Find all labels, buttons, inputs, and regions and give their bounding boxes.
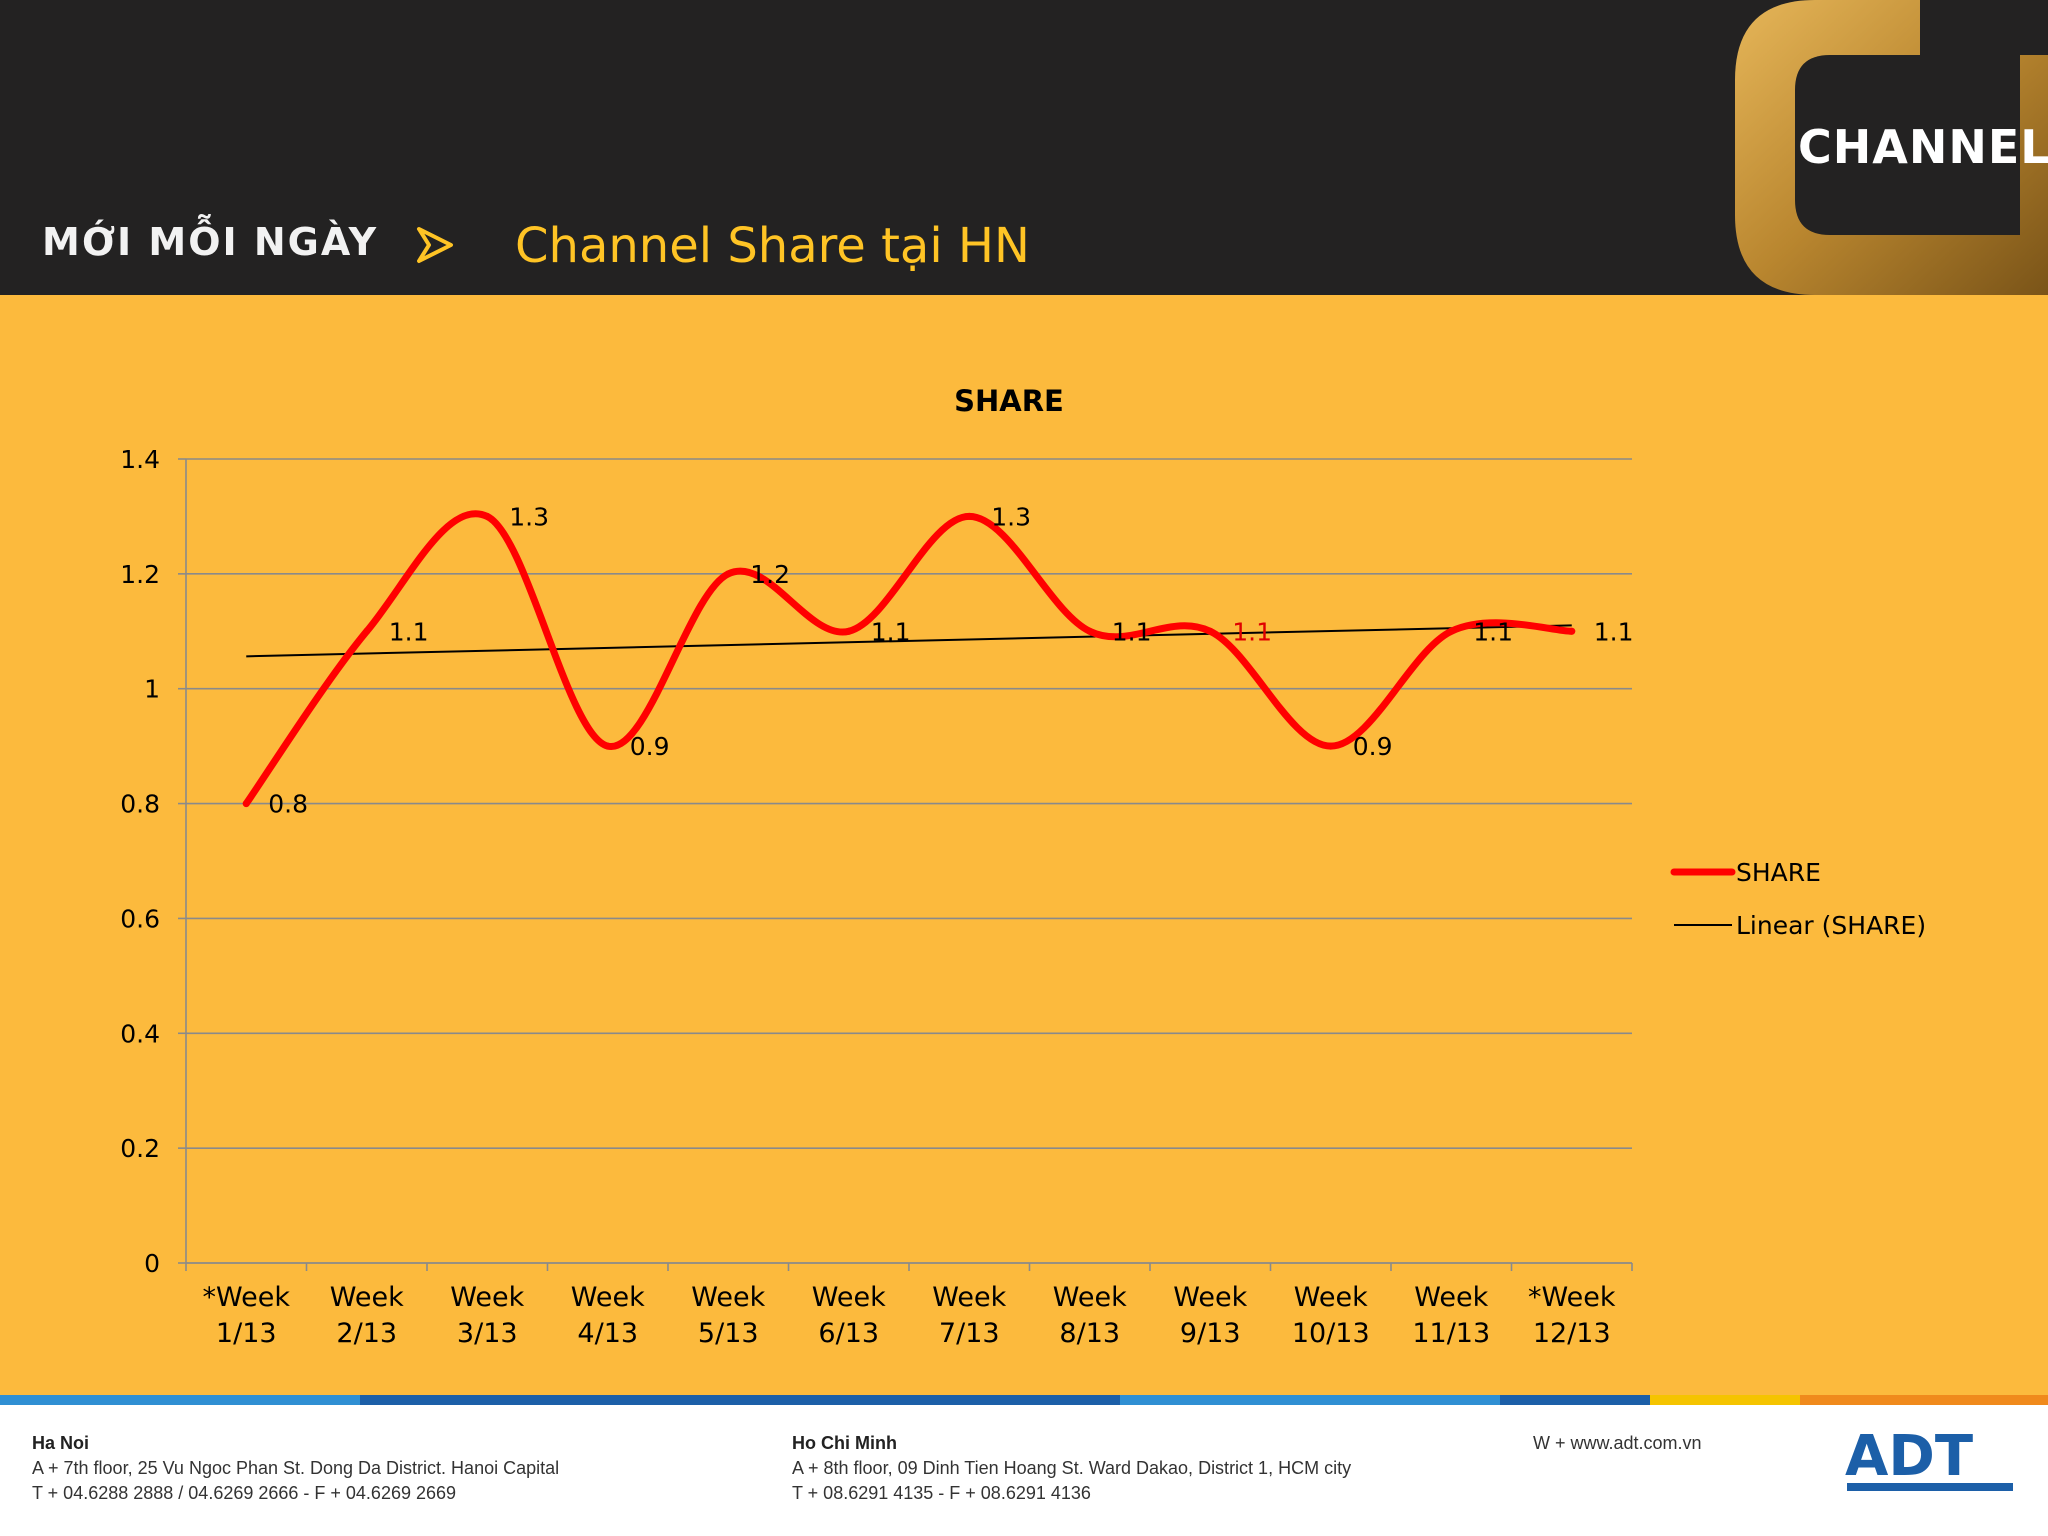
footer-color-stripe: [0, 1395, 2048, 1405]
arrow-bullet-icon: [417, 227, 453, 263]
y-tick-label: 0.8: [120, 790, 160, 819]
data-label: 0.8: [268, 790, 308, 819]
x-tick-label: Week 4/13: [571, 1282, 645, 1349]
hanoi-phone: T + 04.6288 2888 / 04.6269 2666 - F + 04…: [32, 1483, 457, 1503]
data-point: [724, 570, 732, 578]
data-point: [965, 512, 973, 520]
data-point: [845, 627, 853, 635]
adt-logo-text: ADT: [1845, 1425, 1973, 1489]
data-point: [1568, 627, 1576, 635]
hanoi-address-block: Ha Noi A + 7th floor, 25 Vu Ngoc Phan St…: [32, 1431, 559, 1506]
data-point: [363, 627, 371, 635]
hcm-phone: T + 08.6291 4135 - F + 08.6291 4136: [792, 1483, 1091, 1503]
slide-header: MỚI MỖI NGÀY Channel Share tại HN CHANNE…: [0, 0, 2048, 295]
channel-brand-logo: CHANNEL: [1735, 0, 2048, 295]
data-point: [242, 800, 250, 808]
data-label: 1.3: [509, 502, 549, 531]
x-tick-label: *Week 1/13: [203, 1282, 291, 1349]
adt-logo: ADT: [1845, 1425, 2013, 1491]
data-label: 0.9: [630, 732, 670, 761]
moi-moi-ngay-logo: MỚI MỖI NGÀY: [42, 220, 379, 264]
data-label: 1.1: [1232, 617, 1272, 646]
data-label: 1.3: [991, 502, 1031, 531]
hcm-address: A + 8th floor, 09 Dinh Tien Hoang St. Wa…: [792, 1458, 1352, 1478]
chart-canvas: SHARE 0 0.2 0.4 0.6 0.8 1 1.2 1.4 *Week 1/13 Week 2/…: [120, 384, 1926, 1349]
data-point: [1447, 627, 1455, 635]
data-label: 0.9: [1353, 732, 1393, 761]
trendline: [246, 624, 1572, 658]
x-tick-label: Week 10/13: [1292, 1282, 1370, 1349]
data-label: 1.1: [871, 617, 911, 646]
data-point: [1206, 627, 1214, 635]
hanoi-address: A + 7th floor, 25 Vu Ngoc Phan St. Dong …: [32, 1458, 560, 1478]
data-label: 1.2: [750, 560, 790, 589]
hanoi-title: Ha Noi: [32, 1433, 90, 1453]
x-tick-label: Week 2/13: [330, 1282, 404, 1349]
legend-label-share: SHARE: [1736, 858, 1821, 887]
y-tick-label: 0: [144, 1249, 160, 1278]
x-tick-label: Week 9/13: [1173, 1282, 1247, 1349]
footer: Ha Noi A + 7th floor, 25 Vu Ngoc Phan St…: [0, 1395, 2048, 1536]
x-tick-label: Week 3/13: [450, 1282, 524, 1349]
chart-title: SHARE: [954, 384, 1064, 418]
data-label: 1.1: [1594, 617, 1634, 646]
x-tick-label: Week 5/13: [691, 1282, 765, 1349]
x-tick-label: Week 6/13: [812, 1282, 886, 1349]
x-tick-label: Week 11/13: [1412, 1282, 1490, 1349]
legend-label-trendline: Linear (SHARE): [1736, 911, 1926, 940]
x-tick-label: *Week 12/13: [1528, 1282, 1616, 1349]
svg-text:CHANNEL: CHANNEL: [1798, 120, 2048, 174]
website-link[interactable]: W + www.adt.com.vn: [1533, 1433, 1702, 1453]
data-label: 1.1: [389, 617, 429, 646]
y-tick-label: 1.2: [120, 560, 160, 589]
y-tick-label: 0.4: [120, 1019, 160, 1048]
share-chart: SHARE 0 0.2 0.4 0.6 0.8 1 1.2 1.4 *Week 1/13 Week 2/…: [0, 295, 2048, 1395]
data-point: [604, 742, 612, 750]
hcm-title: Ho Chi Minh: [792, 1433, 897, 1453]
data-label: 1.1: [1112, 617, 1152, 646]
data-point: [1327, 742, 1335, 750]
data-point: [483, 512, 491, 520]
page-title: Channel Share tại HN: [515, 218, 1030, 274]
data-point: [1086, 627, 1094, 635]
y-tick-label: 1: [144, 675, 160, 704]
data-label: 1.1: [1473, 617, 1513, 646]
x-tick-label: Week 7/13: [932, 1282, 1006, 1349]
y-tick-label: 1.4: [120, 445, 160, 474]
y-tick-label: 0.2: [120, 1134, 160, 1163]
y-tick-label: 0.6: [120, 904, 160, 933]
x-tick-label: Week 8/13: [1053, 1282, 1127, 1349]
hcm-address-block: Ho Chi Minh A + 8th floor, 09 Dinh Tien …: [792, 1431, 1351, 1506]
